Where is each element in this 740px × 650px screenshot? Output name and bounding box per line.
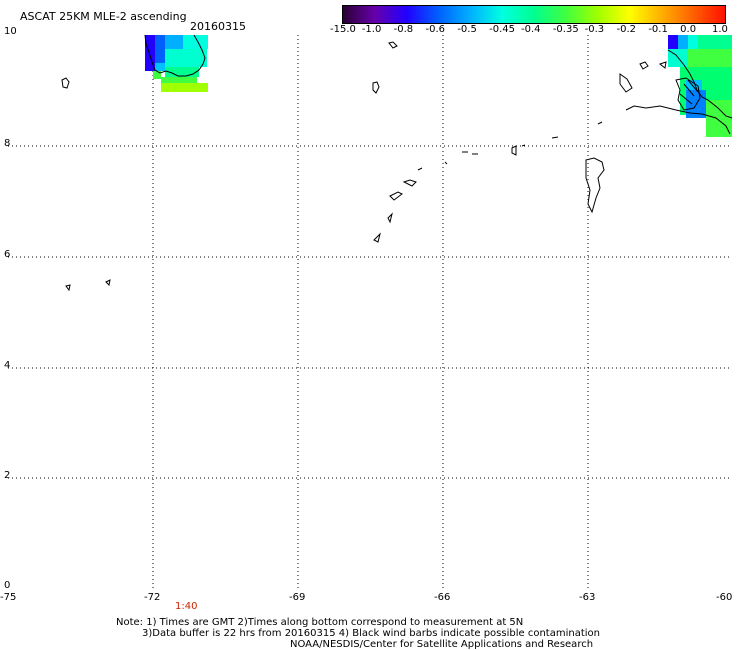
colorbar-label: -0.45 [489,24,516,35]
lon-label-63: -63 [579,592,596,603]
colorbar-label: 0.0 [680,24,697,35]
colorbar-label: -0.2 [616,24,637,35]
colorbar-labels: -15.0 -1.0 -0.8 -0.6 -0.5 -0.45 -0.4 -0.35 -0.3-… [330,24,730,38]
colorbar [342,5,726,24]
lat-label-8: 8 [4,138,11,149]
colorbar-label: -0.6 [425,24,446,35]
colorbar-label: -0.4 [521,24,541,35]
note-line-1: Note: 1) Times are GMT 2)Times along bot… [116,617,524,628]
note-line-3: NOAA/NESDIS/Center for Satellite Applica… [290,639,594,650]
lon-label-75: -75 [0,592,17,603]
wind-swath-west [145,35,208,92]
colorbar-label: -0.8 [393,24,414,35]
colorbar-label: -0.5 [457,24,477,35]
time-label: 1:40 [175,601,198,612]
lon-label-66: -66 [434,592,451,603]
coastlines [61,34,733,292]
lon-label-60: -60 [716,592,733,603]
colorbar-label: -0.35 [552,24,579,35]
chart-date: 20160315 [190,20,246,33]
colorbar-label: -15.0 [330,24,356,35]
lat-label-10: 10 [4,26,17,37]
note-line-2: 3)Data buffer is 22 hrs from 20160315 4)… [142,628,600,639]
lat-label-4: 4 [4,360,11,371]
lat-label-0: 0 [4,580,11,591]
lon-label-69: -69 [289,592,306,603]
colorbar-label: -0.1 [648,24,668,35]
lat-label-2: 2 [4,470,11,481]
chart-title: ASCAT 25KM MLE-2 ascending [20,10,187,23]
colorbar-label: 1.0 [712,24,728,35]
grid-lines [8,35,732,589]
colorbar-label: -1.0 [361,24,382,35]
wind-swath-east [668,35,732,137]
colorbar-label: -0.3 [584,24,605,35]
lat-label-6: 6 [4,249,11,260]
lon-label-72: -72 [144,592,161,603]
